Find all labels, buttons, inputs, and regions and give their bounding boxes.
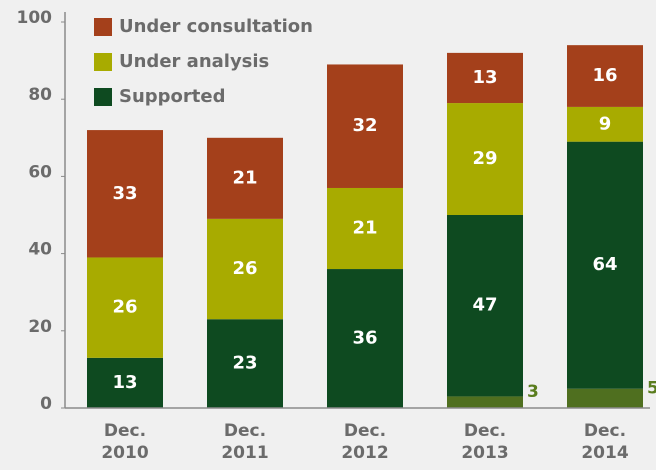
x-tick-label: Dec. 2013 bbox=[461, 421, 509, 463]
bar-segment bbox=[87, 357, 163, 408]
legend-swatch bbox=[94, 88, 112, 106]
bar-segment bbox=[327, 187, 403, 270]
bar-segment bbox=[447, 52, 523, 104]
value-label: 16 bbox=[592, 65, 617, 86]
legend-label: Under analysis bbox=[119, 51, 269, 72]
bar-segment bbox=[87, 257, 163, 358]
x-tick-label: Dec. 2012 bbox=[341, 421, 389, 463]
value-label: 32 bbox=[352, 115, 377, 136]
value-label: 33 bbox=[112, 183, 137, 204]
value-label: 29 bbox=[472, 148, 497, 169]
legend-swatch bbox=[94, 18, 112, 36]
bar-segment bbox=[87, 130, 163, 258]
value-label: 13 bbox=[472, 67, 497, 88]
value-label: 21 bbox=[232, 167, 257, 188]
bar-segment bbox=[207, 319, 283, 408]
value-label: 47 bbox=[472, 295, 497, 316]
value-label: 5 bbox=[647, 378, 656, 398]
value-label: 23 bbox=[232, 353, 257, 374]
bar-segment bbox=[567, 388, 643, 408]
value-label: 13 bbox=[112, 372, 137, 393]
bar-segment bbox=[327, 64, 403, 188]
value-label: 3 bbox=[527, 382, 539, 402]
value-label: 64 bbox=[592, 254, 617, 275]
value-label: 36 bbox=[352, 328, 377, 349]
bar-segment bbox=[567, 141, 643, 389]
value-label: 21 bbox=[352, 218, 377, 239]
y-tick-label: 60 bbox=[28, 162, 52, 182]
y-tick-label: 0 bbox=[40, 394, 52, 414]
y-tick-label: 80 bbox=[28, 85, 52, 105]
x-tick-label: Dec. 2011 bbox=[221, 421, 269, 463]
bar-segment bbox=[447, 103, 523, 215]
legend-label: Under consultation bbox=[119, 16, 313, 37]
legend-label: Supported bbox=[119, 86, 226, 107]
bar-segment bbox=[447, 396, 523, 408]
bar-segment bbox=[207, 218, 283, 320]
legend-swatch bbox=[94, 53, 112, 71]
bar-segment bbox=[447, 215, 523, 397]
y-tick-label: 100 bbox=[17, 8, 53, 28]
bar-segment bbox=[567, 106, 643, 142]
y-tick-label: 40 bbox=[28, 240, 52, 260]
value-label: 9 bbox=[599, 113, 612, 134]
x-tick-label: Dec. 2010 bbox=[101, 421, 149, 463]
bar-segment bbox=[207, 137, 283, 219]
y-tick-label: 20 bbox=[28, 317, 52, 337]
bar-segment bbox=[567, 45, 643, 107]
x-tick-label: Dec. 2014 bbox=[581, 421, 629, 463]
value-label: 26 bbox=[232, 258, 257, 279]
bar-segment bbox=[327, 269, 403, 408]
value-label: 26 bbox=[112, 297, 137, 318]
